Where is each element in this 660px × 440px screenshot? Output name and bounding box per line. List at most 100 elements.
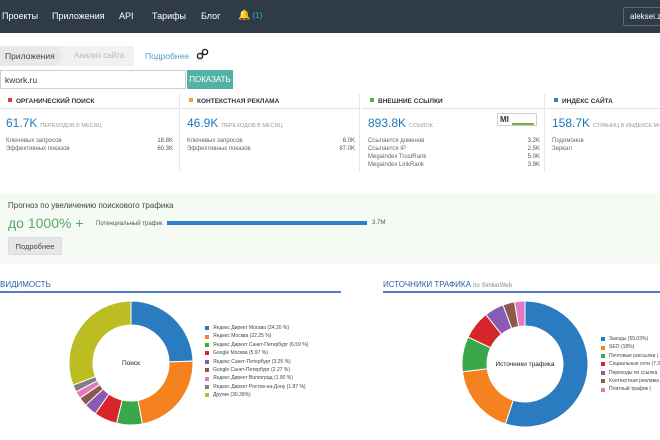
legend-swatch <box>601 362 605 367</box>
visibility-legend-item[interactable]: Google Санкт-Петербург (2.27 %) <box>205 366 308 374</box>
card-title: ОРГАНИЧЕСКИЙ ПОИСК <box>8 98 95 105</box>
legend-swatch <box>601 337 605 342</box>
visibility-legend-item[interactable]: Яндекс Директ Москва (24.20 %) <box>205 324 308 332</box>
megaindex-logo: MI <box>497 113 537 126</box>
visibility-legend-item[interactable]: Другие (30.39%) <box>205 391 308 399</box>
legend-swatch <box>205 376 209 381</box>
legend-swatch <box>601 370 605 375</box>
visibility-slice-1[interactable] <box>137 360 194 425</box>
legend-label: Яндекс Директ Санкт-Петербург (6.59 %) <box>213 341 309 348</box>
visibility-divider <box>0 291 341 293</box>
legend-swatch <box>601 354 605 359</box>
visibility-slice-0[interactable] <box>130 300 194 363</box>
legend-swatch <box>205 351 209 356</box>
legend-label: Google Санкт-Петербург (2.27 %) <box>213 367 291 374</box>
details-link[interactable]: Подробнее <box>145 51 190 61</box>
legend-label: Яндекс Директ Москва (24.20 %) <box>213 325 290 331</box>
potential-traffic-value: 3.7M <box>372 220 386 226</box>
legend-swatch <box>205 385 209 390</box>
legend-label: Социальные сети (7.3 <box>609 361 660 368</box>
bell-icon: 🔔 <box>238 10 251 21</box>
visibility-legend: Яндекс Директ Москва (24.20 %) Яндекс Мос… <box>205 324 308 400</box>
traffic-slice-0[interactable] <box>504 300 589 428</box>
legend-swatch <box>205 334 209 339</box>
nav-apps[interactable]: Приложения <box>52 11 105 21</box>
traffic-slice-1[interactable] <box>461 368 514 425</box>
traffic-legend-item[interactable]: Платный трафик ( <box>601 385 660 393</box>
forecast-details-button[interactable]: Подробнее <box>8 237 62 255</box>
organic-search-card: ОРГАНИЧЕСКИЙ ПОИСК 61.7K ПЕРЕХОДОВ В МЕСЯ… <box>0 94 180 172</box>
potential-traffic-label: Потенциальный трафик <box>96 221 163 227</box>
links-stats: Ссылается доменов 3.2K Ссылается IP 2.5K M… <box>368 138 540 168</box>
show-button[interactable]: ПОКАЗАТЬ <box>187 70 233 89</box>
card-title: ВНЕШНИЕ ССЫЛКИ <box>370 98 443 105</box>
visibility-center-label: Поиск <box>122 360 140 367</box>
legend-swatch <box>601 387 605 392</box>
visibility-legend-item[interactable]: Яндекс Директ Ростов-на-Дону (1.87 %) <box>205 383 308 391</box>
legend-swatch <box>601 345 605 350</box>
visibility-legend-item[interactable]: Яндекс Москва (22.25 %) <box>205 332 308 340</box>
visibility-legend-item[interactable]: Яндекс Директ Волгоград (1.90 %) <box>205 374 308 382</box>
organic-traffic-value: 61.7K ПЕРЕХОДОВ В МЕСЯЦ <box>6 116 102 130</box>
visibility-donut-chart: Поиск <box>68 300 194 426</box>
legend-swatch <box>205 393 209 398</box>
traffic-legend-item[interactable]: Контекстная реклама <box>601 377 660 385</box>
legend-swatch <box>205 359 209 364</box>
nav-pricing[interactable]: Тарифы <box>152 11 187 21</box>
legend-swatch <box>205 368 209 373</box>
breadcrumb-site-analysis: Анализ сайта <box>74 51 125 60</box>
nav-projects[interactable]: Проекты <box>2 11 39 21</box>
legend-label: Яндекс Москва (22.25 %) <box>213 333 272 340</box>
index-stats: Подомонов Зеркал <box>552 138 584 152</box>
traffic-legend-item[interactable]: SEO (18%) <box>601 343 660 351</box>
link-icon[interactable] <box>196 48 209 61</box>
potential-traffic-bar <box>167 221 367 225</box>
visibility-legend-item[interactable]: Google Москва (5.97 %) <box>205 349 308 357</box>
legend-swatch <box>205 326 209 331</box>
card-title: ИНДЕКС САЙТА <box>554 98 613 105</box>
legend-label: Почтовые рассылки ( <box>609 352 659 359</box>
legend-label: Другие (30.39%) <box>213 392 251 399</box>
traffic-legend-item[interactable]: Заходы (55.03%) <box>601 335 660 343</box>
traffic-legend-item[interactable]: Почтовые рассылки ( <box>601 352 660 360</box>
nav-api[interactable]: API <box>119 11 134 21</box>
legend-label: SEO (18%) <box>609 344 635 351</box>
nav-blog[interactable]: Блог <box>201 11 221 21</box>
traffic-divider <box>383 291 660 293</box>
site-index-card: ИНДЕКС САЙТА 158.7K СТРАНИЦ В ИНДЕКСЕ MI … <box>546 94 660 172</box>
visibility-title: ВИДИМОСТЬ <box>0 280 51 289</box>
traffic-forecast-panel: Прогноз по увеличению поискового трафика… <box>0 193 660 264</box>
blue-square-icon <box>554 98 558 102</box>
visibility-slice-8[interactable] <box>68 300 132 386</box>
top-navigation-bar: Проекты Приложения API Тарифы Блог 🔔 (1) … <box>0 0 660 33</box>
legend-swatch <box>601 379 605 384</box>
traffic-center-label: Источники трафика <box>496 361 555 368</box>
forecast-title: Прогноз по увеличению поискового трафика <box>8 201 174 210</box>
legend-label: Google Москва (5.97 %) <box>213 350 268 357</box>
user-menu-button[interactable]: aleksei.z <box>623 7 660 26</box>
context-stats: Ключевых запросов 6.0K Эффективных показо… <box>187 138 355 152</box>
card-title: КОНТЕКСТНАЯ РЕКЛАМА <box>189 98 279 105</box>
breadcrumb-apps[interactable]: Приложения <box>0 46 64 66</box>
legend-swatch <box>205 343 209 348</box>
traffic-sources-title: ИСТОЧНИКИ ТРАФИКА по SimilarWeb <box>383 280 512 289</box>
visibility-legend-item[interactable]: Яндекс Директ Санкт-Петербург (6.59 %) <box>205 341 308 349</box>
traffic-legend-item[interactable]: Социальные сети (7.3 <box>601 360 660 368</box>
legend-label: Заходы (55.03%) <box>609 336 649 342</box>
legend-label: Контекстная реклама <box>609 378 659 385</box>
legend-label: Переходы по ссылка <box>609 369 658 376</box>
traffic-slice-6[interactable] <box>513 300 526 328</box>
index-value: 158.7K СТРАНИЦ В ИНДЕКСЕ MI <box>552 116 660 130</box>
legend-label: Яндекс Директ Волгоград (1.90 %) <box>213 375 293 382</box>
context-ads-card: КОНТЕКСТНАЯ РЕКЛАМА 46.9K ПЕРЕХОДОВ В МЕС… <box>181 94 360 172</box>
legend-label: Платный трафик ( <box>609 386 652 393</box>
context-traffic-value: 46.9K ПЕРЕХОДОВ В МЕСЯЦ <box>187 116 283 130</box>
notifications-button[interactable]: 🔔 (1) <box>238 10 262 21</box>
domain-search-input[interactable] <box>0 70 186 89</box>
traffic-legend-item[interactable]: Переходы по ссылка <box>601 369 660 377</box>
legend-label: Яндекс Санкт-Петербург (3.25 %) <box>213 358 291 365</box>
visibility-legend-item[interactable]: Яндекс Санкт-Петербург (3.25 %) <box>205 358 308 366</box>
links-value: 893.8K ССЫЛОК <box>368 116 433 130</box>
traffic-sources-donut-chart: Источники трафика <box>461 300 589 428</box>
traffic-sources-legend: Заходы (55.03%) SEO (18%) Почтовые рассылк… <box>601 335 660 394</box>
